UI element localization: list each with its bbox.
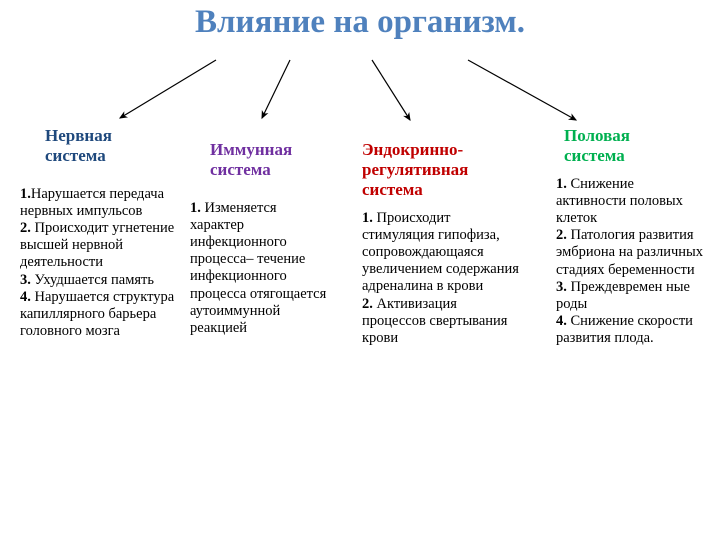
slide: { "layout": { "width": 720, "height": 54… xyxy=(0,0,720,540)
body-reproductive: 1. Снижение активности половых клеток2. … xyxy=(556,176,706,347)
heading-reproductive: Половая система xyxy=(564,126,684,166)
heading-nervous: Нервная система xyxy=(45,126,135,166)
body-nervous: 1.Нарушается передача нервных импульсов2… xyxy=(20,186,178,340)
body-immune: 1. Изменяется характер инфекционного про… xyxy=(190,200,330,337)
body-endocrine: 1. Происходит стимуляция гипофиза, сопро… xyxy=(362,210,524,347)
heading-immune: Иммунная система xyxy=(210,140,330,180)
heading-endocrine: Эндокринно-регулятивная система xyxy=(362,140,522,200)
